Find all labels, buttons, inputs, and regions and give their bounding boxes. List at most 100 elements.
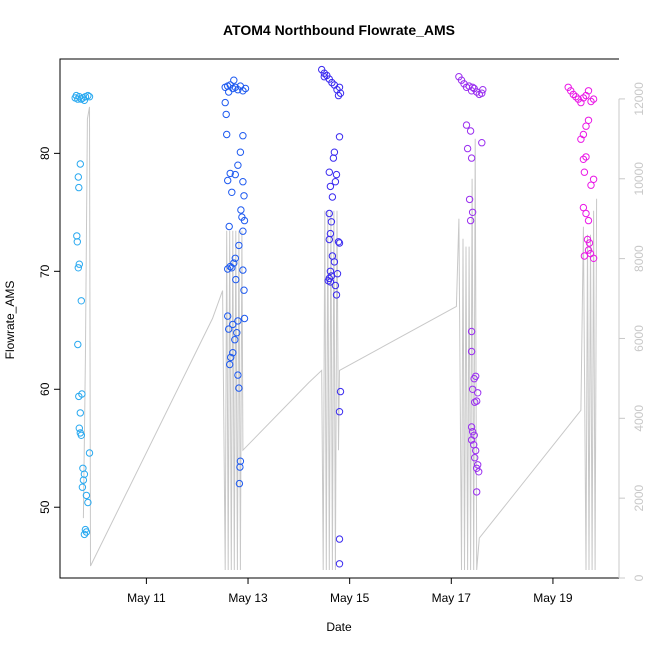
x-tick-label: May 17 — [432, 591, 472, 605]
scatter-point — [77, 431, 86, 439]
scatter-point — [328, 78, 336, 87]
x-axis-label: Date — [326, 620, 352, 634]
scatter-point — [231, 83, 240, 92]
scatter-point — [332, 291, 341, 299]
scatter-point — [225, 325, 233, 333]
scatter-point — [79, 476, 88, 484]
scatter-point — [467, 436, 476, 444]
scatter-point — [473, 88, 481, 96]
right-tick-label: 6000 — [632, 325, 646, 352]
plot-frame — [59, 58, 619, 579]
scatter-point — [325, 235, 333, 244]
scatter-point — [231, 336, 239, 344]
scatter-point — [237, 206, 245, 214]
scatter-point — [465, 195, 474, 204]
scatter-point — [468, 208, 477, 217]
scatter-point — [327, 218, 336, 226]
scatter-point — [467, 423, 476, 431]
scatter-point — [579, 155, 588, 164]
scatter-point — [577, 135, 585, 143]
scatter-point — [229, 320, 237, 329]
plot-box — [59, 58, 619, 579]
scatter-point — [335, 560, 344, 568]
scatter-point — [84, 498, 92, 507]
scatter-point — [329, 154, 338, 162]
scatter-point — [587, 181, 595, 189]
scatter-point — [228, 188, 236, 197]
x-tick-label: May 11 — [127, 591, 166, 605]
scatter-point — [334, 91, 343, 100]
scatter-point — [240, 314, 249, 323]
x-tick-label: May 15 — [330, 591, 370, 605]
scatter-point — [75, 392, 83, 401]
scatter-point — [331, 281, 340, 290]
right-tick-label: 4000 — [632, 405, 646, 432]
scatter-point — [227, 353, 235, 362]
scatter-point — [334, 238, 343, 246]
scatter-point — [467, 87, 476, 95]
secondary-series-line — [82, 106, 598, 571]
scatter-point — [76, 160, 85, 168]
scatter-point — [224, 312, 232, 320]
scatter-point — [222, 110, 230, 119]
scatter-point — [331, 178, 340, 186]
scatter-point — [236, 463, 244, 471]
y-tick-label: 70 — [38, 264, 52, 278]
right-tick-label: 10000 — [632, 162, 646, 196]
scatter-point — [478, 89, 486, 97]
scatter-point — [471, 398, 479, 406]
scatter-point — [239, 132, 247, 140]
scatter-point — [479, 86, 487, 94]
scatter-point — [584, 246, 593, 254]
scatter-point — [325, 209, 333, 218]
scatter-point — [466, 127, 475, 135]
scatter-point — [236, 148, 245, 156]
right-tick-label: 2000 — [632, 484, 646, 511]
scatter-point — [580, 168, 589, 176]
scatter-point — [582, 122, 590, 130]
scatter-point — [84, 91, 92, 100]
axes: 50 60 70 80 May 11 May 13 May 15 May 17 May 19 0 2… — [38, 82, 646, 605]
scatter-point — [467, 347, 476, 356]
scatter-point — [231, 254, 240, 262]
chart-title: ATOM4 Northbound Flowrate_AMS — [223, 22, 455, 38]
scatter-point — [231, 170, 240, 179]
scatter-point — [478, 139, 486, 147]
scatter-point — [235, 241, 243, 250]
scatter-point — [467, 154, 476, 162]
scatter-point — [224, 265, 232, 273]
scatter-point — [335, 535, 344, 543]
scatter-point — [467, 327, 476, 336]
scatter-point — [470, 375, 478, 383]
scatter-points — [71, 65, 598, 568]
scatter-point — [330, 148, 339, 156]
scatter-point — [475, 468, 483, 476]
scatter-point — [74, 264, 83, 272]
scatter-point — [226, 360, 234, 369]
scatter-point — [579, 94, 588, 102]
scatter-point — [76, 409, 85, 417]
scatter-point — [239, 266, 247, 274]
scatter-point — [569, 90, 577, 99]
scatter-point — [335, 408, 344, 416]
scatter-point — [325, 168, 333, 176]
scatter-point — [468, 83, 477, 92]
scatter-point — [240, 192, 248, 200]
scatter-point — [585, 239, 594, 247]
scatter-point — [226, 169, 234, 178]
scatter-point — [239, 178, 247, 186]
scatter-point — [328, 193, 337, 201]
scatter-point — [582, 153, 590, 161]
scatter-point — [332, 170, 341, 179]
scatter-point — [232, 275, 240, 284]
scatter-point — [463, 144, 472, 153]
scatter-point — [330, 258, 339, 266]
scatter-point — [80, 530, 89, 539]
scatter-point — [580, 252, 589, 260]
scatter-point — [335, 133, 344, 141]
scatter-point — [229, 349, 237, 357]
right-tick-label: 12000 — [632, 82, 646, 116]
scatter-point — [468, 428, 477, 436]
